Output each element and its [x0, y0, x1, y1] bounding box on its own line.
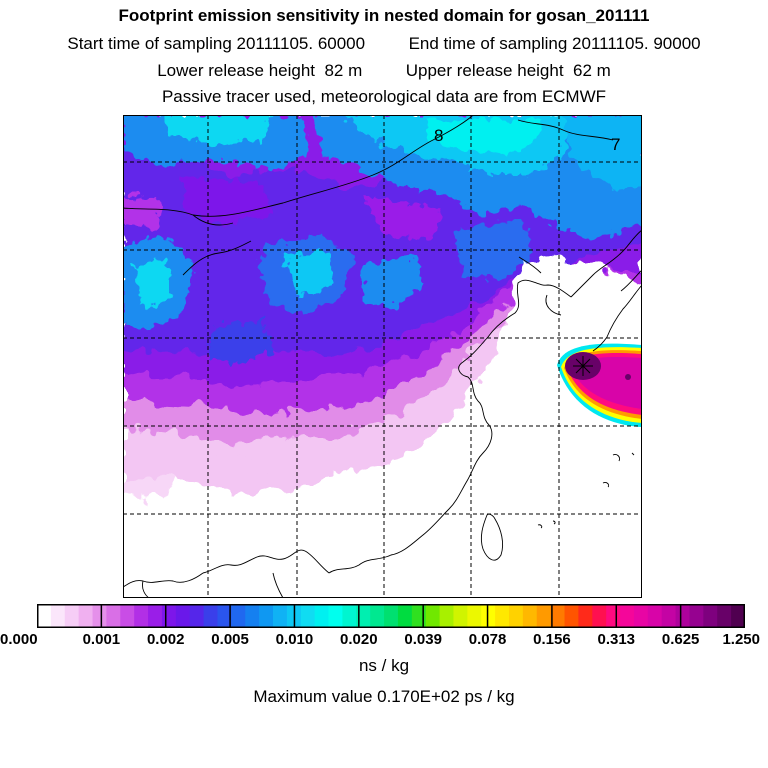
lat-lon-grid	[123, 115, 642, 598]
colorbar-tick-label: 0.313	[597, 631, 636, 648]
colorbar-border	[37, 604, 745, 628]
colorbar-swatch	[495, 604, 510, 628]
colorbar-swatch	[148, 604, 163, 628]
start-time-label: Start time of sampling	[67, 34, 232, 53]
colorbar-swatch	[189, 604, 205, 628]
colorbar	[36, 604, 746, 628]
colorbar-tick-label: 1.250	[722, 631, 760, 648]
coastlines	[123, 115, 642, 598]
colorbar-swatch	[411, 604, 427, 628]
colorbar-swatch	[356, 604, 371, 628]
colorbar-swatch	[78, 604, 94, 628]
colorbar-swatch	[647, 604, 663, 628]
colorbar-swatch	[175, 604, 191, 628]
start-time-value: 20111105. 60000	[236, 34, 366, 53]
colorbar-swatch	[509, 604, 524, 628]
colorbar-swatch	[273, 604, 288, 628]
colorbar-swatch	[592, 604, 607, 628]
colorbar-swatch	[203, 604, 219, 628]
colorbar-units: ns / kg	[358, 656, 410, 675]
colorbar-swatch	[606, 604, 621, 628]
colorbar-tick-label: 0.625	[661, 631, 700, 648]
colorbar-swatch	[120, 604, 135, 628]
colorbar-tick-label: 0.020	[340, 631, 378, 648]
colorbar-tick-label: 0.002	[146, 631, 185, 648]
plot-title: Footprint emission sensitivity in nested…	[118, 6, 650, 25]
colorbar-swatch	[64, 604, 80, 628]
map-label-8: 8	[434, 126, 443, 145]
upper-height-label: Upper release height	[405, 61, 564, 80]
colorbar-swatch	[397, 604, 413, 628]
colorbar-swatch	[703, 604, 718, 628]
colorbar-swatch	[481, 604, 496, 628]
lower-height-value: 82 m	[324, 61, 363, 80]
colorbar-swatch	[92, 604, 108, 628]
release-site-marker	[573, 356, 593, 376]
colorbar-swatch	[328, 604, 344, 628]
colorbar-swatch	[578, 604, 593, 628]
colorbar-swatch	[467, 604, 482, 628]
colorbar-swatch	[217, 604, 232, 628]
colorbar-graphic	[36, 604, 746, 628]
colorbar-swatch	[106, 604, 121, 628]
colorbar-swatch	[689, 604, 704, 628]
upper-height-value: 62 m	[573, 61, 611, 80]
lower-height-label: Lower release height	[157, 61, 316, 80]
colorbar-swatch	[50, 604, 66, 628]
colorbar-tick-label: 0.005	[211, 631, 249, 648]
sensitivity-map: 8 7	[123, 115, 642, 598]
colorbar-swatch	[564, 604, 580, 628]
colorbar-tick-label: 0.078	[468, 631, 507, 648]
colorbar-tick-label: 0.039	[404, 631, 442, 648]
maximum-value-label: Maximum value 0.170E+02 ps / kg	[253, 687, 515, 706]
map-frame	[123, 115, 642, 598]
colorbar-swatch	[633, 604, 649, 628]
tracer-note: Passive tracer used, meteorological data…	[161, 87, 607, 106]
colorbar-swatch	[439, 604, 455, 628]
colorbar-swatch	[161, 604, 177, 628]
end-time-value: 20111105. 90000	[572, 34, 701, 53]
colorbar-swatch	[384, 604, 399, 628]
colorbar-swatch	[231, 604, 246, 628]
colorbar-swatch	[620, 604, 635, 628]
colorbar-tick-label: 0.001	[82, 631, 121, 648]
release-heights: Lower release height 82 m Upper release …	[0, 61, 768, 81]
colorbar-swatch	[134, 604, 149, 628]
colorbar-swatch	[245, 604, 260, 628]
end-time-label: End time of sampling	[408, 34, 568, 53]
colorbar-swatch	[342, 604, 357, 628]
map-label-7: 7	[611, 135, 620, 154]
colorbar-tick-label: 0.010	[275, 631, 314, 648]
colorbar-swatch	[300, 604, 316, 628]
sampling-times: Start time of sampling 20111105. 60000 E…	[0, 34, 768, 54]
colorbar-swatch	[370, 604, 385, 628]
colorbar-swatch	[731, 604, 746, 628]
colorbar-tick-label: 0.156	[533, 631, 571, 648]
colorbar-swatch	[717, 604, 732, 628]
colorbar-swatch	[37, 604, 52, 628]
colorbar-swatch	[675, 604, 691, 628]
colorbar-swatch	[661, 604, 677, 628]
colorbar-swatch	[314, 604, 330, 628]
colorbar-swatch	[453, 604, 468, 628]
colorbar-tick-label: 0.000	[0, 631, 38, 648]
colorbar-swatch	[425, 604, 441, 628]
colorbar-swatch	[550, 604, 566, 628]
colorbar-swatch	[259, 604, 274, 628]
colorbar-swatch	[522, 604, 538, 628]
colorbar-swatch	[536, 604, 552, 628]
map-panel: 8 7	[123, 115, 642, 598]
